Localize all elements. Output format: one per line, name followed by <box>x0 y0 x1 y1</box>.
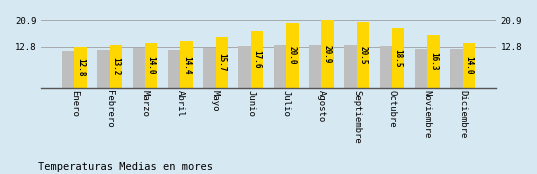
Bar <box>74 47 86 88</box>
Text: 20.0: 20.0 <box>288 46 297 65</box>
Bar <box>427 35 440 88</box>
Bar <box>392 28 404 88</box>
Bar <box>309 45 322 88</box>
Bar <box>415 49 427 88</box>
Bar <box>322 20 334 88</box>
Bar <box>286 23 299 88</box>
Text: 14.0: 14.0 <box>147 56 156 75</box>
Bar <box>463 43 475 88</box>
Bar <box>215 37 228 88</box>
Bar <box>97 50 110 88</box>
Text: 18.5: 18.5 <box>394 49 403 67</box>
Text: 17.6: 17.6 <box>252 50 262 69</box>
Bar <box>168 50 180 88</box>
Bar <box>145 43 157 88</box>
Bar <box>203 48 215 88</box>
Bar <box>451 49 463 88</box>
Text: Temperaturas Medias en mores: Temperaturas Medias en mores <box>38 162 213 172</box>
Text: 20.9: 20.9 <box>323 45 332 64</box>
Bar <box>180 41 193 88</box>
Bar <box>238 46 251 88</box>
Text: 14.0: 14.0 <box>465 56 473 75</box>
Bar <box>357 22 369 88</box>
Bar <box>344 45 357 88</box>
Bar <box>110 45 122 88</box>
Text: 15.7: 15.7 <box>217 53 226 72</box>
Bar <box>274 45 286 88</box>
Text: 13.2: 13.2 <box>111 57 120 76</box>
Text: 12.8: 12.8 <box>76 58 85 77</box>
Text: 16.3: 16.3 <box>429 52 438 71</box>
Bar <box>251 31 263 88</box>
Bar <box>133 48 145 88</box>
Text: 20.5: 20.5 <box>358 46 367 64</box>
Text: 14.4: 14.4 <box>182 56 191 74</box>
Bar <box>62 51 74 88</box>
Bar <box>380 46 392 88</box>
